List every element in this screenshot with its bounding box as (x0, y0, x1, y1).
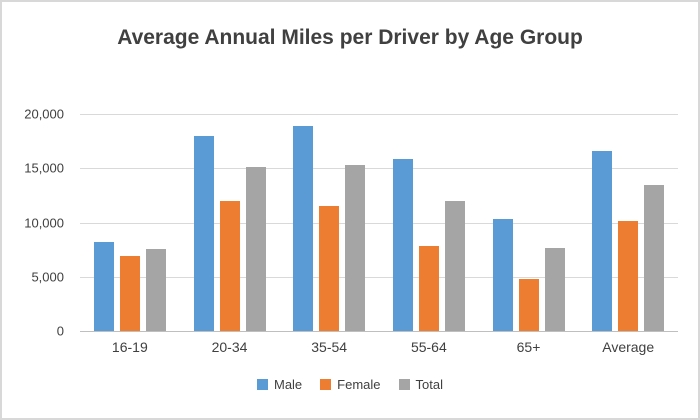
gridline (80, 222, 678, 224)
chart-title: Average Annual Miles per Driver by Age G… (117, 26, 583, 49)
x-tick-label: 16-19 (111, 339, 148, 355)
y-tick-label: 5,000 (31, 269, 64, 285)
bar-male-20-34 (193, 135, 214, 331)
bar-total-35-54 (345, 165, 366, 331)
legend-item-male: Male (256, 377, 303, 392)
x-tick-label: 65+ (516, 339, 541, 355)
bar-group-average (578, 114, 678, 331)
y-tick-label: 20,000 (24, 106, 64, 122)
bar-female-16-19 (119, 256, 140, 331)
legend-label: Male (273, 377, 303, 392)
bar-total-average (644, 185, 665, 331)
bar-female-average (618, 221, 639, 331)
bar-male-average (592, 151, 613, 331)
bar-female-65 (518, 278, 539, 331)
bar-total-55-64 (444, 201, 465, 331)
x-tick-label: Average (602, 339, 655, 355)
legend-label: Female (337, 377, 381, 392)
bar-group-55-64 (379, 114, 479, 331)
legend-swatch-male (256, 379, 268, 390)
bar-total-65 (544, 248, 565, 331)
gridline (80, 276, 678, 278)
bar-male-55-64 (392, 159, 413, 331)
bar-group-65 (479, 114, 579, 331)
legend-item-total: Total (398, 377, 443, 392)
legend-swatch-total (398, 379, 410, 390)
y-tick-label: 15,000 (24, 160, 64, 176)
gridline (80, 168, 678, 170)
bar-female-20-34 (219, 200, 240, 331)
y-axis: 0 5,000 10,000 15,000 20,000 (14, 107, 72, 339)
x-axis-labels: 16-19 20-34 35-54 55-64 65+ Average (80, 332, 678, 355)
x-tick-label: 35-54 (311, 339, 348, 355)
bar-male-16-19 (93, 242, 114, 331)
bar-groups (80, 114, 678, 331)
legend: Male Female Total (2, 377, 698, 392)
legend-item-female: Female (320, 377, 381, 392)
bar-female-35-54 (319, 206, 340, 331)
x-tick-label: 20-34 (211, 339, 248, 355)
bar-male-35-54 (293, 126, 314, 331)
legend-swatch-female (320, 379, 332, 390)
bar-group-20-34 (180, 114, 280, 331)
bar-group-16-19 (80, 114, 180, 331)
bar-female-55-64 (418, 246, 439, 331)
bar-group-35-54 (279, 114, 379, 331)
plot-area: 0 5,000 10,000 15,000 20,000 (24, 107, 678, 339)
legend-label: Total (415, 377, 443, 392)
y-tick-label: 0 (56, 323, 64, 339)
bar-male-65 (492, 219, 513, 331)
bar-total-20-34 (245, 167, 266, 331)
gridline (80, 114, 678, 115)
bar-total-16-19 (145, 248, 166, 331)
x-tick-label: 55-64 (410, 339, 447, 355)
y-tick-label: 10,000 (24, 215, 64, 230)
gridlines (80, 114, 678, 331)
